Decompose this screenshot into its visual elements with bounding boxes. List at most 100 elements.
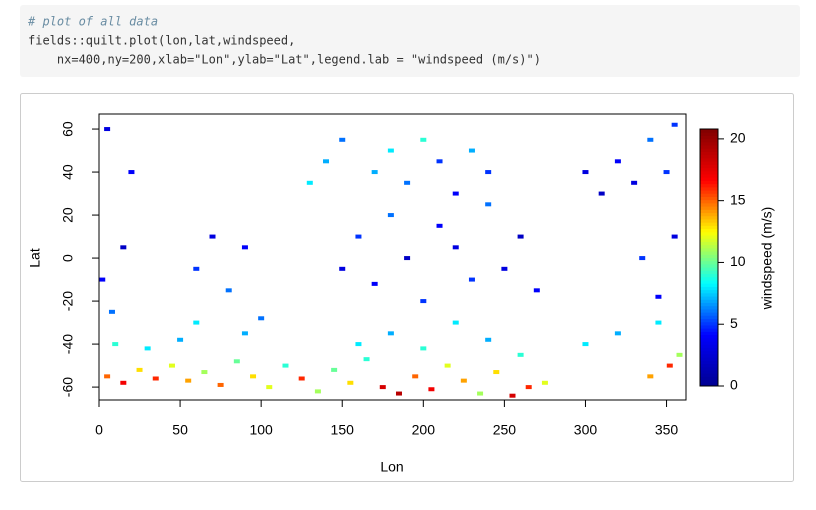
colorbar-segment — [700, 196, 718, 201]
colorbar-segment — [700, 363, 718, 368]
colorbar-segment — [700, 167, 718, 172]
quilt-cell — [639, 256, 646, 261]
quilt-cell — [404, 180, 411, 185]
quilt-cell — [541, 380, 548, 385]
colorbar-segment — [700, 379, 718, 384]
colorbar-segment — [700, 183, 718, 188]
quilt-cell — [371, 281, 378, 286]
quilt-cell — [444, 363, 451, 368]
quilt-cell — [485, 202, 492, 207]
quilt-cell — [676, 352, 683, 357]
colorbar-segment — [700, 154, 718, 159]
quilt-cell — [217, 382, 224, 387]
colorbar-segment — [700, 135, 718, 140]
quilt-cell — [209, 234, 216, 239]
colorbar-segment — [700, 292, 718, 297]
plot-frame — [98, 113, 687, 401]
x-tick-label: 150 — [331, 422, 355, 438]
quilt-cell — [517, 352, 524, 357]
quilt-cell — [485, 170, 492, 175]
quilt-cell — [339, 137, 346, 142]
y-axis-label: Lat — [27, 248, 43, 268]
colorbar-segment — [700, 357, 718, 361]
colorbar-segment — [700, 238, 718, 242]
quilt-cell — [420, 299, 427, 304]
quilt-cell — [387, 213, 394, 218]
colorbar-segment — [700, 369, 718, 374]
quilt-cell — [493, 370, 500, 375]
colorbar-segment — [700, 270, 718, 275]
colorbar-segment — [700, 305, 718, 310]
quilt-cell — [241, 331, 248, 336]
colorbar-segment — [700, 324, 718, 329]
quilt-cell — [298, 376, 305, 381]
x-axis-label: Lon — [380, 459, 403, 475]
quilt-cell — [314, 389, 321, 394]
quilt-cell — [671, 234, 678, 239]
colorbar-segment — [700, 215, 718, 220]
colorbar-segment — [700, 373, 718, 377]
quilt-cell — [666, 363, 673, 368]
quilt-cell — [355, 342, 362, 347]
quilt-cell — [436, 223, 443, 228]
quilt-cell — [282, 363, 289, 368]
colorbar-segment — [700, 344, 718, 348]
colorbar-segment — [700, 296, 718, 300]
colorbar-segment — [700, 279, 718, 284]
colorbar-segment — [700, 193, 718, 197]
quilt-cell — [331, 367, 338, 372]
quilt-cell — [420, 137, 427, 142]
quilt-cell — [323, 159, 330, 164]
legend-label: windspeed (m/s) — [759, 207, 775, 311]
colorbar-segment — [700, 138, 718, 143]
quilt-cell — [452, 191, 459, 196]
colorbar-segment — [700, 350, 718, 355]
y-tick-label: 20 — [60, 207, 76, 223]
colorbar-tick-label: 0 — [730, 377, 738, 393]
colorbar-segment — [700, 202, 718, 207]
quilt-cell — [468, 277, 475, 282]
colorbar-segment — [700, 218, 718, 223]
y-tick-label: -20 — [60, 291, 76, 311]
colorbar-segment — [700, 347, 718, 352]
colorbar-segment — [700, 263, 718, 268]
colorbar-segment — [700, 312, 718, 316]
quilt-cell — [655, 320, 662, 325]
colorbar-segment — [700, 148, 718, 152]
quilt-cell — [655, 294, 662, 299]
colorbar-segment — [700, 164, 718, 169]
colorbar-segment — [700, 141, 718, 146]
y-tick-label: -60 — [60, 377, 76, 397]
colorbar-segment — [700, 276, 718, 281]
quilt-cell — [452, 245, 459, 250]
quilt-cell — [379, 385, 386, 390]
colorbar-segment — [700, 251, 718, 255]
colorbar-segment — [700, 341, 718, 345]
quilt-cell — [347, 380, 354, 385]
quilt-cell — [387, 331, 394, 336]
quilt-cell — [428, 387, 435, 392]
colorbar-segment — [700, 177, 718, 181]
y-tick-label: 60 — [60, 121, 76, 137]
quilt-cell — [258, 316, 265, 321]
quilt-cell — [128, 170, 135, 175]
figure-frame — [20, 93, 794, 482]
quilt-cell — [225, 288, 232, 293]
colorbar-segment — [700, 157, 718, 162]
x-tick-label: 100 — [249, 422, 273, 438]
colorbar-frame — [699, 128, 719, 387]
colorbar-segment — [700, 353, 718, 358]
colorbar-segment — [700, 328, 718, 332]
colorbar-segment — [700, 170, 718, 175]
colorbar-segment — [700, 228, 718, 233]
colorbar-segment — [700, 244, 718, 249]
quilt-cell — [306, 180, 313, 185]
quilt-cell — [647, 137, 654, 142]
quilt-cell — [404, 256, 411, 261]
quilt-cell — [120, 380, 127, 385]
quilt-cell — [193, 320, 200, 325]
colorbar-segment — [700, 337, 718, 342]
colorbar-segment — [700, 209, 718, 214]
y-tick-label: -40 — [60, 334, 76, 354]
